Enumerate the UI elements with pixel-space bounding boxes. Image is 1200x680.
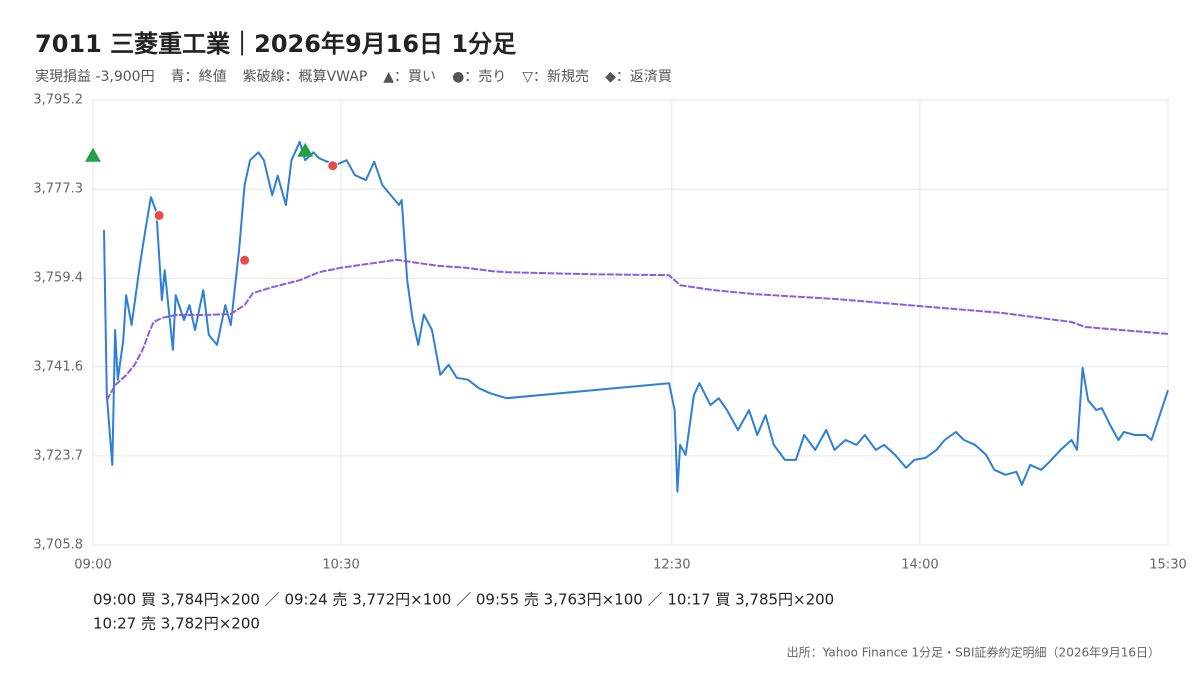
y-tick-label: 3,741.6: [33, 359, 83, 374]
legend-notes: 実現損益 -3,900円 青：終値 紫破線：概算VWAP ▲：買い ●：売り ▽：新規売 ◆…: [35, 69, 672, 85]
buy-marker: [85, 147, 101, 162]
legend-note: 実現損益 -3,900円: [35, 69, 155, 85]
y-tick-label: 3,759.4: [33, 271, 83, 286]
sell-marker: [239, 254, 251, 266]
legend-note: ▽：新規売: [522, 69, 589, 85]
x-tick-label: 10:30: [322, 558, 359, 573]
sell-marker: [153, 209, 165, 221]
y-tick-label: 3,777.3: [33, 182, 83, 197]
y-tick-label: 3,705.8: [33, 538, 83, 553]
trade-log: 10:27 売 3,782円×200: [93, 615, 260, 633]
legend-note: ◆：返済買: [605, 69, 672, 85]
chart-title: 7011 三菱重工業｜2026年9月16日 1分足: [35, 30, 516, 58]
legend-note: ▲：買い: [383, 69, 436, 85]
x-tick-label: 12:30: [653, 558, 690, 573]
y-tick-label: 3,795.2: [33, 93, 83, 108]
x-tick-label: 15:30: [1149, 558, 1186, 573]
source: 出所：Yahoo Finance 1分足・SBI証券約定明細（2026年9月16…: [787, 645, 1160, 660]
y-tick-label: 3,723.7: [33, 448, 83, 463]
legend-note: 紫破線：概算VWAP: [243, 69, 368, 85]
x-tick-label: 14:00: [901, 558, 938, 573]
price-line: [103, 140, 1169, 493]
x-tick-label: 09:00: [74, 558, 111, 573]
trade-log: 09:00 買 3,784円×200 ／ 09:24 売 3,772円×100 …: [93, 591, 834, 609]
sell-marker: [327, 160, 339, 172]
buy-marker: [297, 142, 314, 157]
legend-note: ●：売り: [452, 69, 506, 85]
legend-note: 青：終値: [171, 69, 227, 85]
price-line: [105, 258, 1169, 401]
